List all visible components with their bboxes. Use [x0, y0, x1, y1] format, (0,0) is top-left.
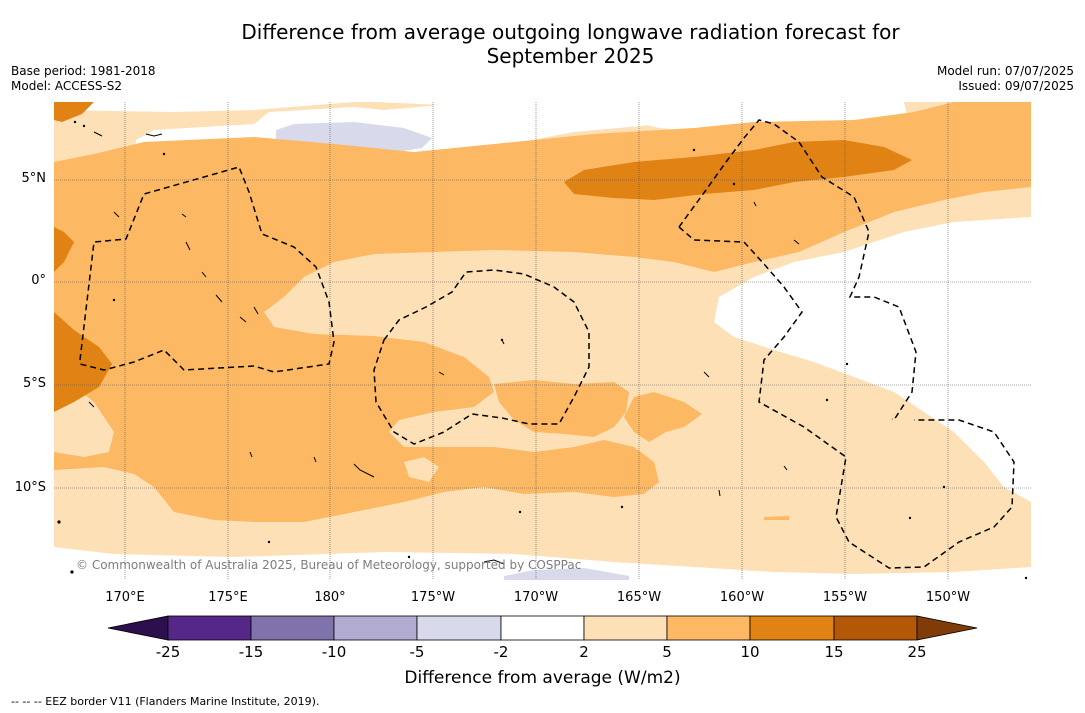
anomaly-lavender-south	[504, 568, 629, 580]
colorbar-bin-4	[416, 615, 502, 641]
anomaly-light-patch-1	[404, 457, 439, 482]
colorbar-tick: 25	[907, 643, 927, 661]
colorbar-extend-high	[916, 615, 978, 641]
anomaly-white-southwest	[54, 547, 134, 580]
colorbar-tick: -15	[238, 643, 264, 661]
colorbar-bin-7	[666, 615, 751, 641]
lon-label-165w: 165°W	[616, 590, 662, 605]
model-run: Model run: 07/07/2025	[936, 64, 1074, 78]
lon-label-160w: 160°W	[719, 590, 765, 605]
lon-label-155w: 155°W	[822, 590, 868, 605]
copyright-notice: © Commonwealth of Australia 2025, Bureau…	[76, 558, 582, 572]
colorbar-tick: 10	[740, 643, 760, 661]
colorbar-tick: -10	[321, 643, 347, 661]
lon-label-180: 180°	[314, 590, 346, 605]
lon-label-150w: 150°W	[925, 590, 971, 605]
colorbar-tick: -25	[155, 643, 181, 661]
colorbar-label: Difference from average (W/m2)	[404, 668, 681, 688]
map-panel[interactable]	[54, 102, 1031, 580]
meta-right: Model run: 07/07/2025 Issued: 09/07/2025	[937, 64, 1074, 94]
colorbar-extend-low	[107, 615, 169, 641]
anomaly-dark-orange-southwest	[54, 312, 112, 412]
colorbar-bin-3	[333, 615, 418, 641]
lon-label-170e: 170°E	[105, 590, 145, 605]
graticule	[54, 102, 1031, 580]
lon-label-175w: 175°W	[410, 590, 456, 605]
eez-legend: -- -- -- EEZ border V11 (Flanders Marine…	[11, 695, 320, 708]
colorbar-tick: -2	[493, 643, 509, 661]
colorbar-bin-9	[833, 615, 918, 641]
anomaly-light-patch-2	[479, 412, 519, 437]
map-title: Difference from average outgoing longwav…	[28, 20, 1085, 68]
anomaly-orange-patch-1	[624, 392, 702, 442]
colorbar-bin-1	[167, 615, 252, 641]
anomaly-orange-patch-2	[494, 380, 629, 437]
lon-label-170w: 170°W	[513, 590, 559, 605]
islands	[88, 131, 800, 565]
anomaly-dark-orange-nw	[54, 102, 94, 122]
colorbar-tick: 2	[579, 643, 589, 661]
anomaly-white-east	[714, 217, 1031, 502]
base-period: Base period: 1981-2018	[11, 64, 156, 78]
anomaly-dark-orange-west	[54, 227, 74, 272]
eez-borders	[79, 119, 1015, 569]
lat-label-0: 0°	[31, 273, 46, 288]
title-line-2: September 2025	[486, 44, 655, 68]
colorbar-bin-5	[500, 615, 585, 641]
lon-label-175e: 175°E	[208, 590, 248, 605]
anomaly-orange-main	[54, 102, 1031, 522]
anomaly-dark-orange-band	[564, 140, 912, 200]
lat-label-5n: 5°N	[21, 171, 47, 186]
anomaly-orange-south-blob	[764, 516, 789, 520]
anomaly-white-south	[54, 547, 1031, 580]
issued-date: Issued: 09/07/2025	[958, 79, 1074, 93]
colorbar-tick: 5	[662, 643, 672, 661]
model-name: Model: ACCESS-S2	[11, 79, 123, 93]
meta-left: Base period: 1981-2018 Model: ACCESS-S2	[11, 64, 156, 94]
colorbar-tick: -5	[409, 643, 425, 661]
colorbar-bin-8	[749, 615, 835, 641]
colorbar-bin-2	[250, 615, 335, 641]
colorbar-bin-6	[583, 615, 668, 641]
colorbar-tick: 15	[824, 643, 844, 661]
lat-label-10s: 10°S	[14, 480, 46, 495]
colorbar	[106, 614, 980, 648]
map-canvas	[54, 102, 1031, 580]
lat-label-5s: 5°S	[22, 376, 46, 391]
title-line-1: Difference from average outgoing longwav…	[241, 20, 900, 44]
island-dots	[57, 120, 1028, 580]
